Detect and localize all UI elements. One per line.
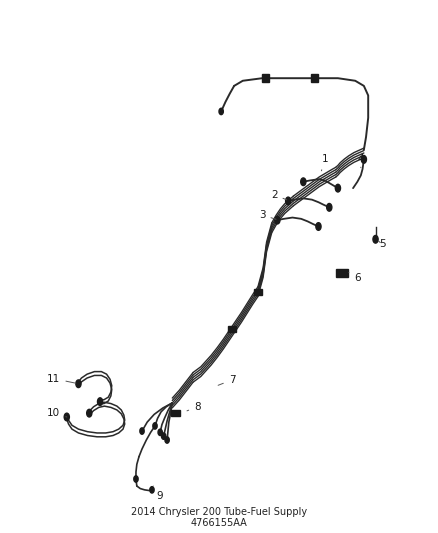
Circle shape bbox=[150, 487, 154, 493]
Circle shape bbox=[134, 476, 138, 482]
Circle shape bbox=[361, 156, 367, 163]
Circle shape bbox=[162, 433, 166, 439]
Text: 7: 7 bbox=[218, 375, 235, 385]
Text: 10: 10 bbox=[47, 408, 67, 418]
Circle shape bbox=[153, 423, 157, 429]
Circle shape bbox=[275, 216, 280, 224]
Text: 8: 8 bbox=[187, 402, 201, 412]
Bar bbox=[262, 75, 269, 82]
Text: 4: 4 bbox=[357, 155, 364, 168]
Circle shape bbox=[165, 437, 169, 443]
Circle shape bbox=[286, 197, 291, 205]
Text: 6: 6 bbox=[349, 272, 361, 282]
Circle shape bbox=[76, 380, 81, 387]
Circle shape bbox=[327, 204, 332, 211]
Bar bbox=[336, 269, 348, 277]
Bar bbox=[171, 410, 180, 416]
Circle shape bbox=[373, 236, 378, 243]
Circle shape bbox=[219, 108, 223, 115]
Text: 11: 11 bbox=[47, 374, 76, 384]
Text: 9: 9 bbox=[153, 486, 162, 501]
Text: 5: 5 bbox=[378, 239, 386, 249]
Circle shape bbox=[336, 184, 340, 192]
Circle shape bbox=[87, 409, 92, 417]
Circle shape bbox=[316, 223, 321, 230]
Bar bbox=[254, 288, 262, 295]
Circle shape bbox=[98, 398, 102, 406]
Bar bbox=[311, 75, 318, 82]
Circle shape bbox=[301, 178, 306, 185]
Text: 2014 Chrysler 200 Tube-Fuel Supply
4766155AA: 2014 Chrysler 200 Tube-Fuel Supply 47661… bbox=[131, 506, 307, 528]
Text: 2: 2 bbox=[271, 190, 286, 200]
Text: 1: 1 bbox=[321, 155, 328, 171]
Circle shape bbox=[158, 429, 162, 435]
Circle shape bbox=[64, 413, 69, 421]
Text: 3: 3 bbox=[259, 210, 276, 220]
Circle shape bbox=[140, 428, 144, 434]
Bar bbox=[228, 326, 236, 332]
